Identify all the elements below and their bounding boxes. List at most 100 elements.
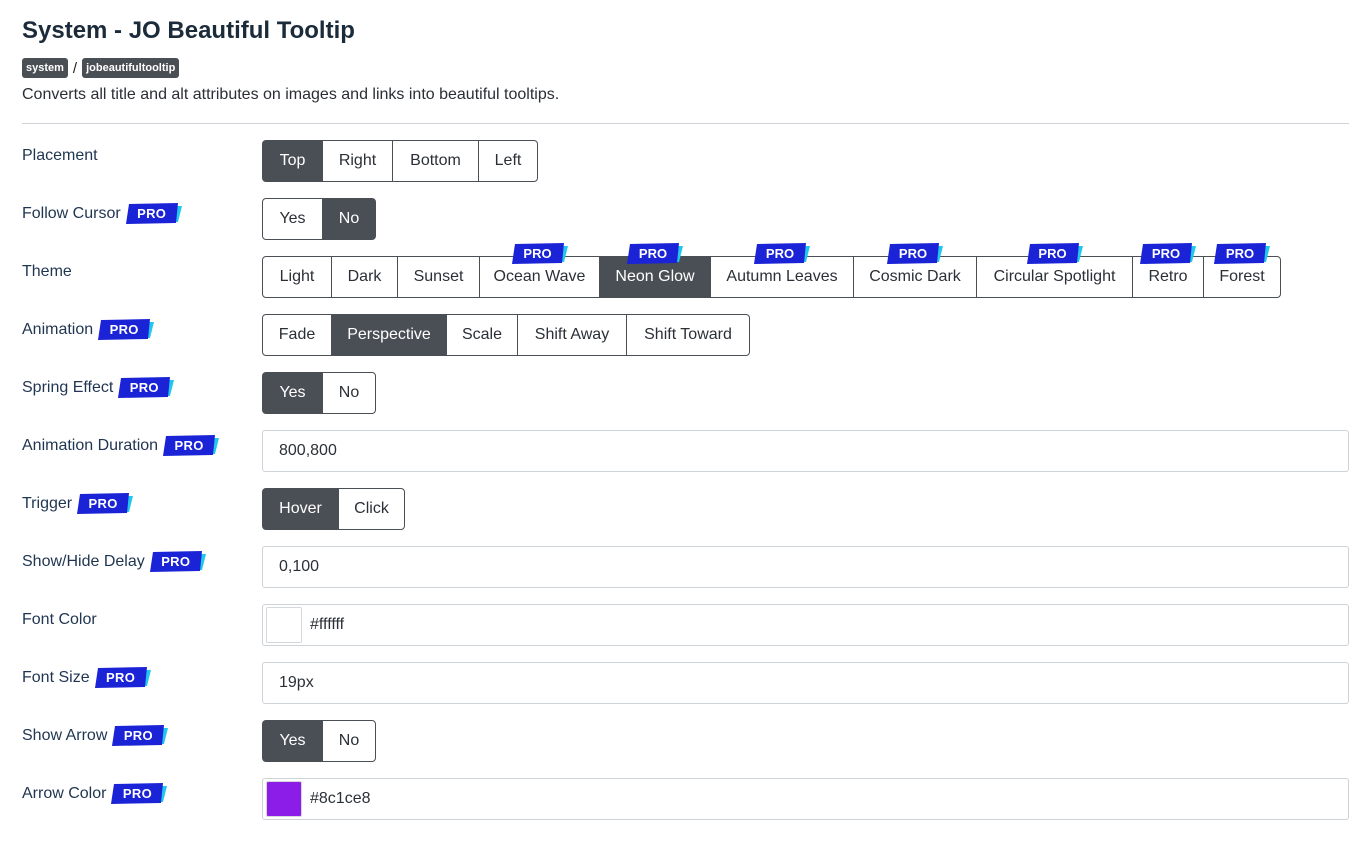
animation-option-fade[interactable]: Fade (262, 314, 332, 356)
animation-duration-label-text: Animation Duration (22, 437, 159, 454)
theme-option-neon-glow[interactable]: PRO Neon Glow (599, 256, 711, 298)
animation-option-shift-away[interactable]: Shift Away (517, 314, 627, 356)
show-arrow-label-text: Show Arrow (22, 727, 108, 744)
theme-option-sunset-text: Sunset (413, 268, 464, 285)
animation-label-text: Animation (22, 321, 94, 338)
spring-effect-label-text: Spring Effect (22, 379, 114, 396)
animation-option-scale[interactable]: Scale (446, 314, 518, 356)
pro-badge: PRO (77, 493, 133, 515)
pro-badge: PRO (754, 243, 810, 265)
trigger-option-hover[interactable]: Hover (262, 488, 339, 530)
animation-label: Animation PRO (22, 319, 154, 341)
animation-option-perspective[interactable]: Perspective (331, 314, 447, 356)
theme-option-ocean-wave[interactable]: PRO Ocean Wave (479, 256, 600, 298)
spring-effect-label: Spring Effect PRO (22, 377, 174, 399)
show-hide-delay-input[interactable]: 0,100 (262, 546, 1349, 588)
pro-badge: PRO (111, 783, 167, 805)
theme-option-retro[interactable]: PRO Retro (1132, 256, 1204, 298)
arrow-color-input[interactable]: #8c1ce8 (262, 778, 1349, 820)
pro-badge-text: PRO (638, 246, 668, 261)
pro-badge-text: PRO (523, 246, 552, 261)
theme-option-circular-spotlight-text: Circular Spotlight (993, 268, 1116, 285)
animation-duration-label: Animation Duration PRO (22, 435, 219, 457)
placement-label: Placement (22, 145, 98, 167)
font-color-input[interactable]: #ffffff (262, 604, 1349, 646)
show-arrow-option-no[interactable]: No (322, 720, 376, 762)
pro-badge-text: PRO (898, 246, 928, 261)
breadcrumb: system / jobeautifultooltip (22, 57, 180, 79)
trigger-label-text: Trigger (22, 495, 73, 512)
font-size-input[interactable]: 19px (262, 662, 1349, 704)
arrow-color-label-text: Arrow Color (22, 785, 107, 802)
theme-option-dark-text: Dark (347, 268, 382, 285)
breadcrumb-separator: / (72, 59, 78, 77)
animation-radio-group: Fade Perspective Scale Shift Away Shift … (262, 314, 750, 356)
font-color-label-text: Font Color (22, 611, 97, 628)
arrow-color-swatch[interactable] (266, 781, 302, 817)
pro-badge-text: PRO (161, 554, 191, 569)
follow-cursor-label-text: Follow Cursor (22, 205, 121, 222)
trigger-option-click[interactable]: Click (338, 488, 405, 530)
theme-option-light[interactable]: Light (262, 256, 332, 298)
header-divider (22, 123, 1349, 124)
pro-badge-text: PRO (88, 496, 118, 511)
placement-option-top[interactable]: Top (262, 140, 323, 182)
pro-badge-text: PRO (137, 206, 167, 221)
trigger-label: Trigger PRO (22, 493, 133, 515)
pro-badge: PRO (163, 435, 219, 457)
pro-badge-text: PRO (129, 380, 159, 395)
theme-option-cosmic-dark-text: Cosmic Dark (869, 268, 961, 285)
follow-cursor-option-yes[interactable]: Yes (262, 198, 323, 240)
pro-badge: PRO (112, 725, 168, 747)
theme-option-circular-spotlight[interactable]: PRO Circular Spotlight (976, 256, 1133, 298)
theme-option-forest[interactable]: PRO Forest (1203, 256, 1281, 298)
placement-option-bottom[interactable]: Bottom (392, 140, 479, 182)
theme-option-dark[interactable]: Dark (331, 256, 398, 298)
placement-option-right[interactable]: Right (322, 140, 393, 182)
pro-badge: PRO (1140, 243, 1196, 265)
placement-label-text: Placement (22, 147, 98, 164)
pro-badge-text: PRO (122, 786, 152, 801)
show-hide-delay-label: Show/Hide Delay PRO (22, 551, 206, 573)
page-title: System - JO Beautiful Tooltip (22, 17, 355, 44)
pro-badge: PRO (1027, 243, 1083, 265)
pro-badge: PRO (512, 243, 568, 265)
pro-badge-text: PRO (174, 438, 204, 453)
theme-option-autumn-leaves[interactable]: PRO Autumn Leaves (710, 256, 854, 298)
theme-option-autumn-leaves-text: Autumn Leaves (726, 268, 838, 285)
pro-badge: PRO (150, 551, 206, 573)
animation-duration-input[interactable]: 800,800 (262, 430, 1349, 472)
theme-option-cosmic-dark[interactable]: PRO Cosmic Dark (853, 256, 977, 298)
theme-option-forest-text: Forest (1219, 268, 1265, 285)
theme-option-sunset[interactable]: Sunset (397, 256, 480, 298)
pro-badge-text: PRO (765, 246, 795, 261)
arrow-color-label: Arrow Color PRO (22, 783, 167, 805)
font-size-label-text: Font Size (22, 669, 90, 686)
folder-badge: system (22, 58, 68, 78)
font-color-label: Font Color (22, 609, 97, 631)
pro-badge-text: PRO (123, 728, 153, 743)
show-arrow-radio-group: Yes No (262, 720, 376, 762)
pro-badge: PRO (627, 243, 683, 265)
theme-option-light-text: Light (279, 268, 315, 285)
arrow-color-value: #8c1ce8 (310, 790, 371, 807)
placement-radio-group: Top Right Bottom Left (262, 140, 538, 182)
pro-badge: PRO (95, 667, 151, 689)
show-arrow-label: Show Arrow PRO (22, 725, 168, 747)
spring-effect-radio-group: Yes No (262, 372, 376, 414)
spring-effect-option-no[interactable]: No (322, 372, 376, 414)
follow-cursor-label: Follow Cursor PRO (22, 203, 182, 225)
theme-option-neon-glow-text: Neon Glow (615, 268, 695, 285)
font-color-swatch[interactable] (266, 607, 302, 643)
pro-badge-text: PRO (1038, 246, 1067, 261)
plugin-description: Converts all title and alt attributes on… (22, 86, 560, 103)
show-arrow-option-yes[interactable]: Yes (262, 720, 323, 762)
animation-option-shift-toward[interactable]: Shift Toward (626, 314, 750, 356)
placement-option-left[interactable]: Left (478, 140, 538, 182)
show-hide-delay-label-text: Show/Hide Delay (22, 553, 145, 570)
pro-badge: PRO (118, 377, 174, 399)
font-size-label: Font Size PRO (22, 667, 151, 689)
spring-effect-option-yes[interactable]: Yes (262, 372, 323, 414)
element-badge: jobeautifultooltip (82, 58, 180, 78)
follow-cursor-option-no[interactable]: No (322, 198, 376, 240)
